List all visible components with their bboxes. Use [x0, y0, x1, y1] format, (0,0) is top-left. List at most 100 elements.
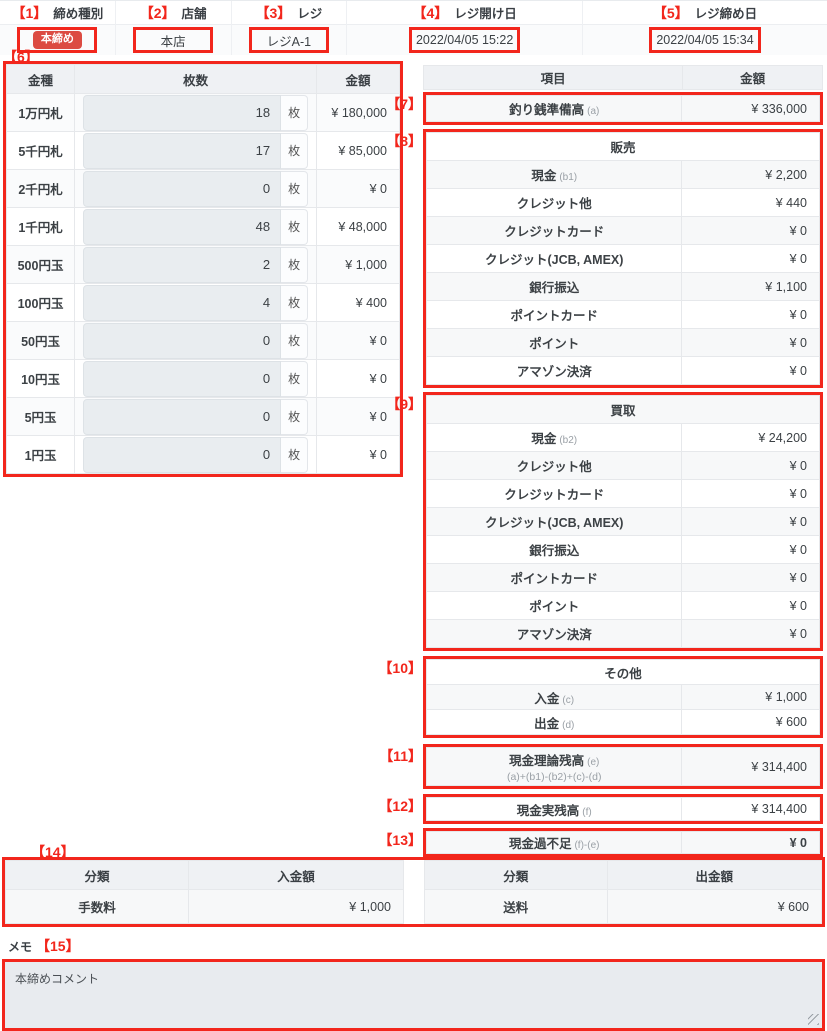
cash-count-row: 50円玉 枚¥ 0 — [5, 321, 400, 360]
item-amount-cell: ¥ 336,000 — [681, 95, 820, 122]
summary-row: クレジット(JCB, AMEX) ¥ 0 — [425, 244, 820, 273]
summary-row: 現金 (b2) ¥ 24,200 — [425, 423, 820, 452]
item-label-cell: アマゾン決済 — [425, 619, 683, 648]
category-cell: 送料 — [424, 889, 608, 924]
item-label-cell: クレジット他 — [425, 188, 683, 217]
item-label-cell: クレジット(JCB, AMEX) — [425, 507, 683, 536]
count-input[interactable] — [83, 170, 282, 207]
annotation-8: 【8】 — [386, 133, 422, 149]
withdrawal-table-container: 分類 出金額 送料 ¥ 600 — [424, 860, 823, 924]
item-amount-cell: ¥ 0 — [681, 563, 820, 592]
memo-annotation-box: 本締めコメント — [2, 959, 825, 1031]
denomination-cell: 1円玉 — [5, 435, 76, 474]
item-note: (b1) — [559, 172, 578, 183]
cash-count-row: 2千円札 枚¥ 0 — [5, 169, 400, 208]
amount-cell: ¥ 48,000 — [316, 207, 400, 246]
item-amount-cell: ¥ 0 — [681, 619, 820, 648]
item-label-cell: 釣り銭準備高 (a) — [425, 95, 683, 122]
count-input-group: 枚 — [83, 360, 309, 397]
summary-row: 現金 (b1) ¥ 2,200 — [425, 160, 820, 189]
item-label-cell: アマゾン決済 — [425, 356, 683, 385]
memo-textarea[interactable]: 本締めコメント — [5, 962, 822, 1028]
summary-row: 銀行振込 ¥ 0 — [425, 535, 820, 564]
withdrawal-table: 分類 出金額 送料 ¥ 600 — [424, 860, 823, 924]
register-value: レジA-1 — [248, 27, 329, 53]
cash-count-row: 500円玉 枚¥ 1,000 — [5, 245, 400, 284]
item-label-cell: ポイント — [425, 328, 683, 357]
count-input[interactable] — [83, 94, 282, 131]
summary-group-table: 現金理論残高 (e) (a)+(b1)-(b2)+(c)-(d) ¥ 314,400 — [425, 747, 820, 786]
summary-header-row: 項目 金額 — [422, 65, 823, 90]
summary-group-annotation-box: 【10】 その他 入金 (c) ¥ 1,000 出金 (d) ¥ 600 — [378, 656, 823, 738]
denomination-cell: 10円玉 — [5, 359, 76, 398]
memo-label: メモ — [8, 939, 33, 954]
item-note: (a) — [587, 106, 600, 117]
item-amount-cell: ¥ 0 — [681, 591, 820, 620]
count-cell: 枚 — [74, 93, 318, 132]
item-amount-cell: ¥ 0 — [681, 244, 820, 273]
denomination-cell: 50円玉 — [5, 321, 76, 360]
count-unit-addon: 枚 — [281, 322, 309, 359]
item-label-cell: 出金 (d) — [425, 709, 683, 735]
section-header-row: その他 — [426, 659, 820, 685]
item-label-cell: ポイントカード — [425, 563, 683, 592]
count-input-group: 枚 — [83, 284, 309, 321]
deposit-row: 手数料 ¥ 1,000 — [4, 889, 404, 924]
closing-type-column: 【1】 締め種別 本締め — [0, 1, 116, 55]
amount-header: 金額 — [682, 65, 823, 90]
count-input[interactable] — [83, 246, 282, 283]
count-input-group: 枚 — [83, 246, 309, 283]
summary-row: クレジット(JCB, AMEX) ¥ 0 — [425, 507, 820, 536]
summary-column: 項目 金額 【7】 釣り銭準備高 (a) ¥ 336,000 【8】 販売 現金 (b1) ¥ … — [378, 65, 823, 857]
summary-row: アマゾン決済 ¥ 0 — [425, 356, 820, 385]
count-input[interactable] — [83, 322, 282, 359]
item-label: 現金実残高 — [516, 803, 580, 818]
category-header: 分類 — [424, 860, 608, 890]
item-label-cell: 現金実残高 (f) — [425, 797, 683, 821]
count-input[interactable] — [83, 436, 282, 473]
count-input[interactable] — [83, 132, 282, 169]
summary-row: 入金 (c) ¥ 1,000 — [425, 684, 820, 710]
count-unit-addon: 枚 — [281, 132, 309, 169]
deposit-header-row: 分類 入金額 — [4, 860, 404, 890]
denomination-cell: 500円玉 — [5, 245, 76, 284]
summary-group-table: その他 入金 (c) ¥ 1,000 出金 (d) ¥ 600 — [425, 659, 820, 735]
count-unit-addon: 枚 — [281, 246, 309, 283]
withdrawal-header-row: 分類 出金額 — [424, 860, 823, 890]
cash-count-header-row: 金種 枚数 金額 — [5, 64, 400, 94]
count-input-group: 枚 — [83, 436, 309, 473]
amount-cell: ¥ 0 — [316, 169, 400, 208]
count-unit-addon: 枚 — [281, 284, 309, 321]
summary-row: ポイントカード ¥ 0 — [425, 300, 820, 329]
summary-row: クレジット他 ¥ 0 — [425, 451, 820, 480]
count-input[interactable] — [83, 208, 282, 245]
summary-row: 釣り銭準備高 (a) ¥ 336,000 — [425, 95, 820, 122]
count-cell: 枚 — [74, 397, 318, 436]
denomination-cell: 5千円札 — [5, 131, 76, 170]
closing-type-annotation-box: 本締め — [17, 27, 98, 53]
item-label: 銀行振込 — [529, 544, 580, 558]
denomination-cell: 1万円札 — [5, 93, 76, 132]
register-close-column: 【5】 レジ締め日 2022/04/05 15:34 — [582, 1, 827, 55]
count-input[interactable] — [83, 284, 282, 321]
count-input-group: 枚 — [83, 132, 309, 169]
count-input[interactable] — [83, 360, 282, 397]
item-note: (c) — [562, 694, 575, 706]
count-input[interactable] — [83, 398, 282, 435]
item-amount-cell: ¥ 0 — [681, 479, 820, 508]
summary-row: アマゾン決済 ¥ 0 — [425, 619, 820, 648]
count-unit-addon: 枚 — [281, 360, 309, 397]
annotation-4: 【4】 — [412, 4, 449, 21]
deposit-amount-header: 入金額 — [188, 860, 404, 890]
count-cell: 枚 — [74, 207, 318, 246]
count-cell: 枚 — [74, 131, 318, 170]
amount-cell: ¥ 0 — [316, 359, 400, 398]
count-input-group: 枚 — [83, 322, 309, 359]
cash-count-row: 5千円札枚¥ 85,000 — [5, 131, 400, 170]
denomination-cell: 1千円札 — [5, 207, 76, 246]
item-label: 現金過不足 — [508, 837, 572, 851]
summary-group-annotation-box: 【13】 現金過不足 (f)-(e) ¥ 0 — [378, 828, 823, 857]
item-amount-cell: ¥ 0 — [681, 356, 820, 385]
